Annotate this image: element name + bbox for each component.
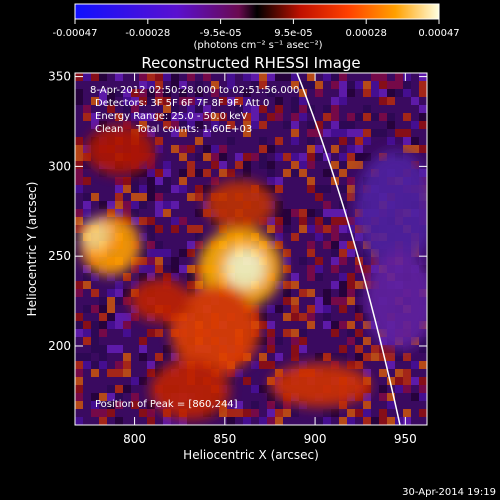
colorbar-ticks: -0.00047 -0.00028 -9.5e-05 9.5e-05 0.00028 0.… bbox=[53, 19, 460, 39]
x-axis-label: Heliocentric X (arcsec) bbox=[183, 448, 319, 462]
y-tick-label: 300 bbox=[48, 159, 71, 173]
y-tick-label: 350 bbox=[48, 70, 71, 84]
plot-frame bbox=[74, 72, 428, 426]
annotation-energy-range: Energy Range: 25.0 - 50.0 keV bbox=[95, 111, 248, 122]
solar-limb-line bbox=[296, 73, 401, 425]
axis-ticks: 800 850 900 950 200 250 300 350 bbox=[48, 70, 427, 446]
plot-title: Reconstructed RHESSI Image bbox=[141, 54, 360, 72]
heatmap-image bbox=[75, 73, 427, 425]
annotation-clean-counts: Clean Total counts: 1.60E+03 bbox=[95, 124, 252, 135]
colorbar-tick-label: 0.00047 bbox=[418, 28, 459, 39]
y-tick-label: 250 bbox=[48, 249, 71, 263]
annotation-time-range: 8-Apr-2012 02:50:28.000 to 02:51:56.000 bbox=[90, 85, 299, 96]
footer-timestamp: 30-Apr-2014 19:19 bbox=[402, 487, 496, 498]
colorbar-tick-label: 0.00028 bbox=[346, 28, 387, 39]
y-tick-label: 200 bbox=[48, 339, 71, 353]
colorbar bbox=[74, 3, 440, 20]
annotation-peak-position: Position of Peak = [860,244] bbox=[95, 399, 238, 410]
y-axis-label: Heliocentric Y (arcsec) bbox=[25, 182, 39, 317]
colorbar-tick-label: -9.5e-05 bbox=[200, 28, 242, 39]
colorbar-tick-label: 9.5e-05 bbox=[274, 28, 312, 39]
x-tick-label: 850 bbox=[213, 432, 236, 446]
colorbar-units: (photons cm⁻² s⁻¹ asec⁻²) bbox=[193, 40, 322, 51]
colorbar-tick-label: -0.00028 bbox=[125, 28, 170, 39]
x-tick-label: 800 bbox=[123, 432, 146, 446]
x-tick-label: 900 bbox=[304, 432, 327, 446]
annotation-detectors: Detectors: 3F 5F 6F 7F 8F 9F, Att 0 bbox=[95, 98, 269, 109]
colorbar-tick-label: -0.00047 bbox=[53, 28, 98, 39]
x-tick-label: 950 bbox=[394, 432, 417, 446]
